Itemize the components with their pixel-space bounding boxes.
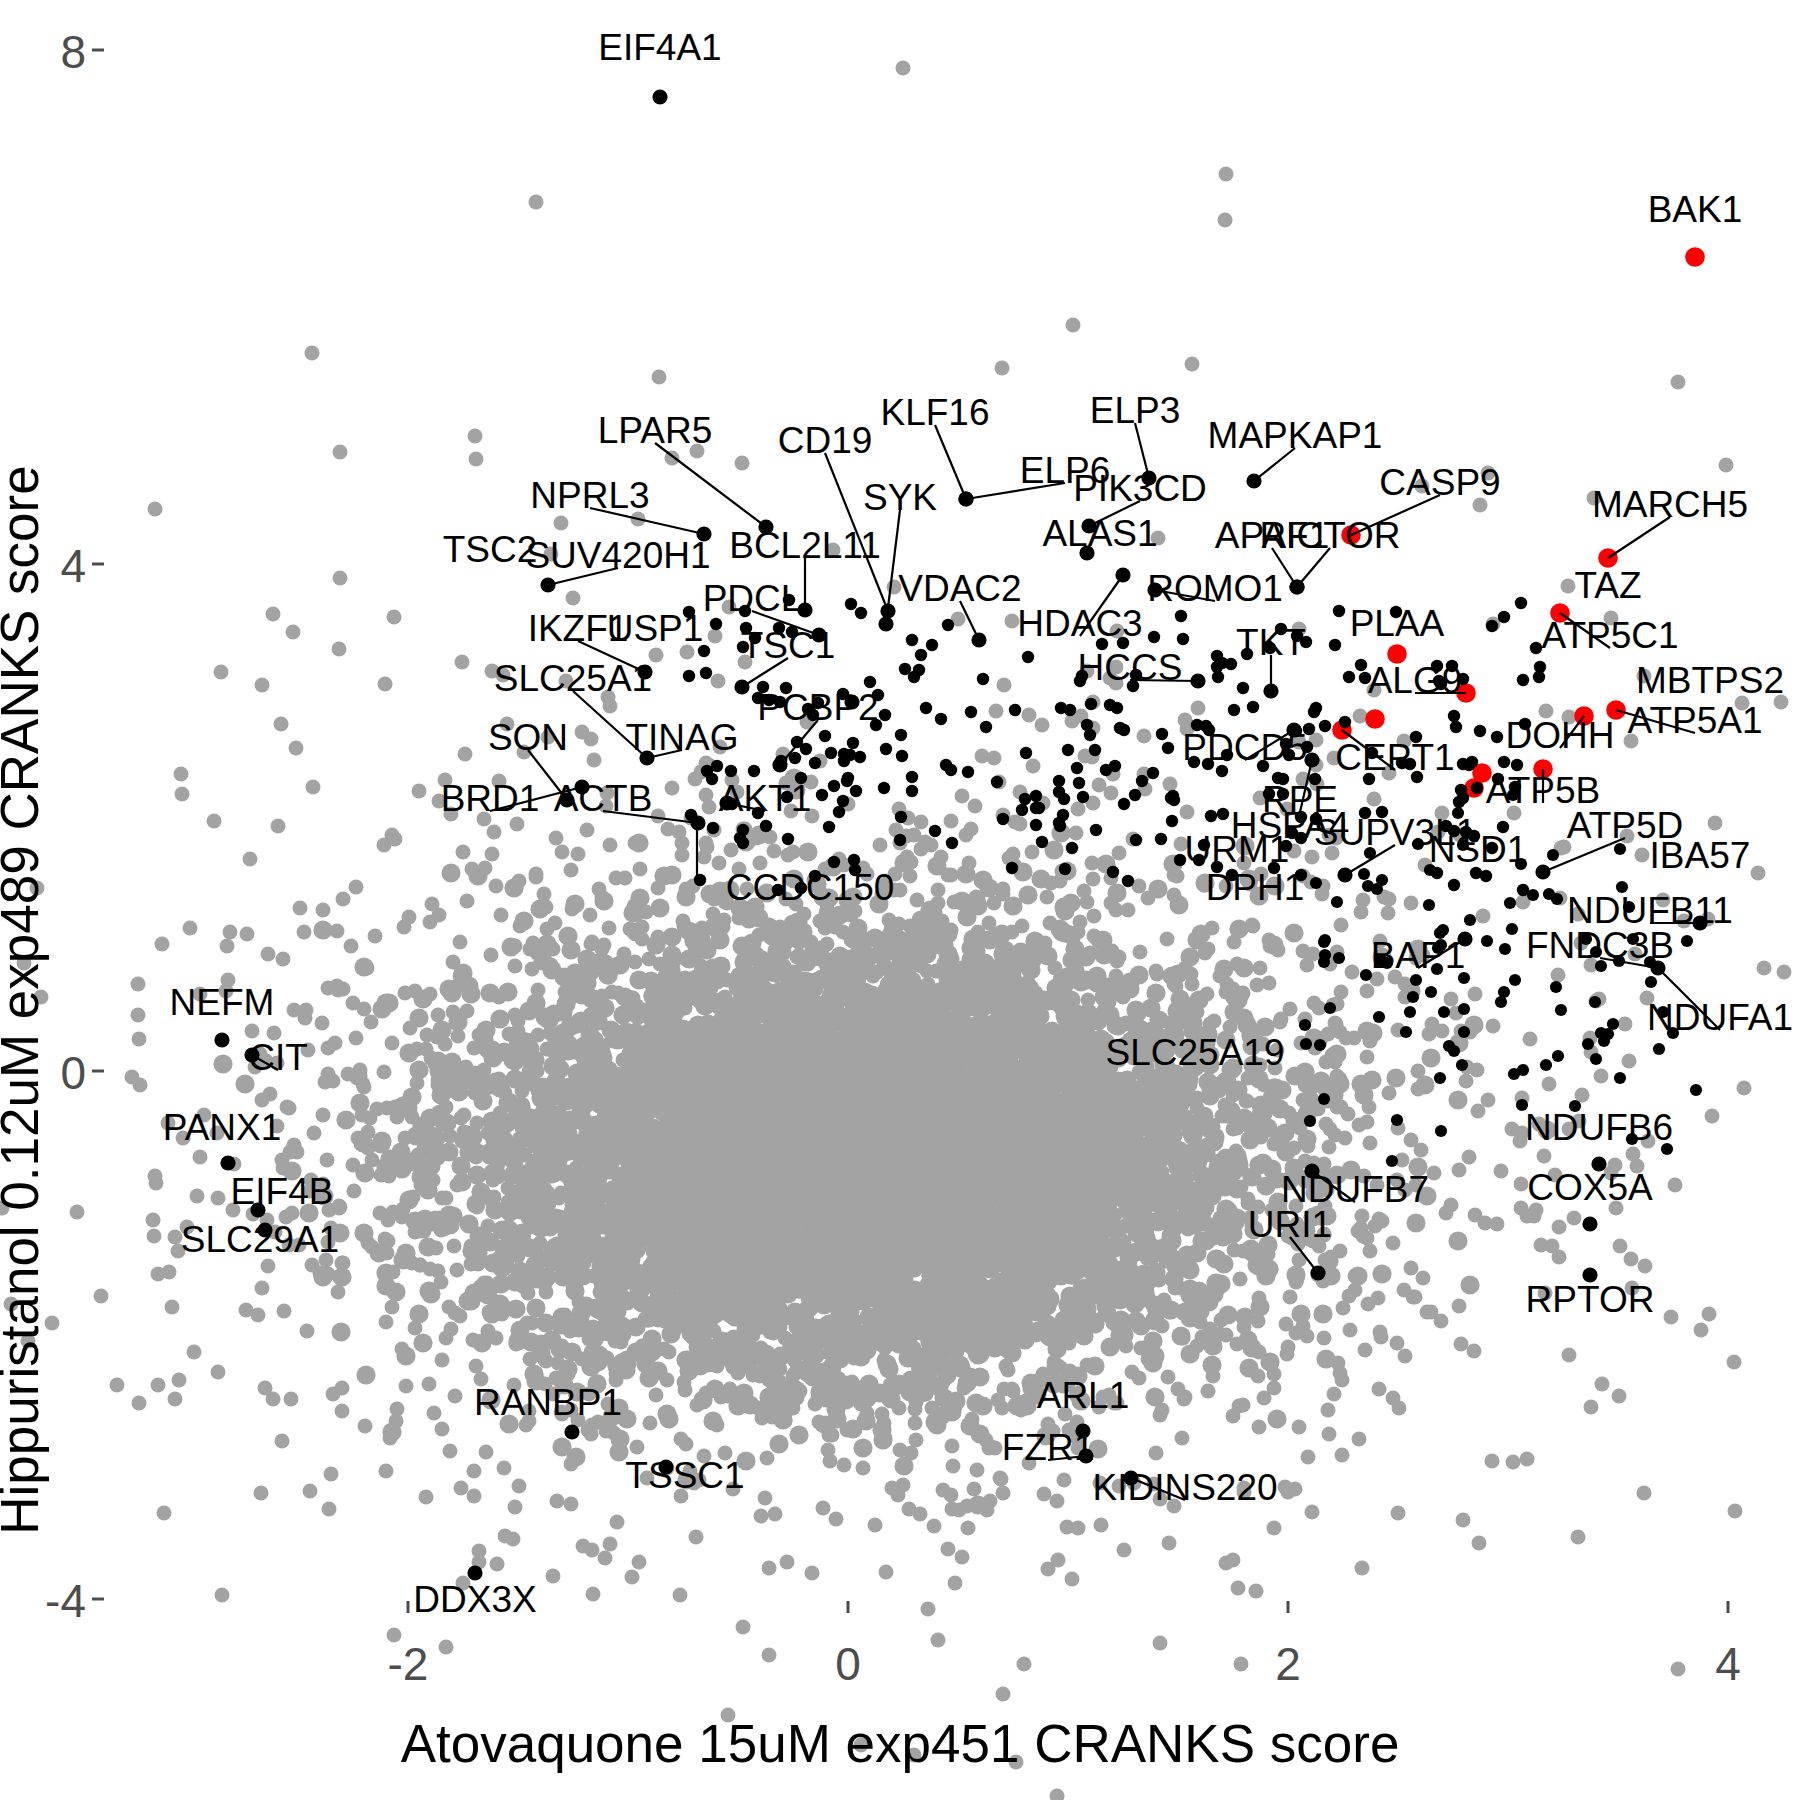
svg-text:MAPKAP1: MAPKAP1 <box>1208 415 1383 456</box>
svg-text:8: 8 <box>60 26 86 78</box>
svg-text:ALG9: ALG9 <box>1368 660 1463 701</box>
svg-text:SLC25A1: SLC25A1 <box>494 658 652 699</box>
svg-text:Hippuristanol 0.12uM exp489 CR: Hippuristanol 0.12uM exp489 CRANKS score <box>0 465 49 1534</box>
svg-text:4: 4 <box>60 540 86 592</box>
svg-text:DOHH: DOHH <box>1506 715 1615 756</box>
svg-text:NDUFB6: NDUFB6 <box>1525 1107 1673 1148</box>
svg-text:CD19: CD19 <box>778 420 873 461</box>
svg-text:MARCH5: MARCH5 <box>1592 484 1748 525</box>
svg-text:CCDC150: CCDC150 <box>726 867 895 908</box>
svg-text:4: 4 <box>1715 1638 1741 1690</box>
svg-text:LPAR5: LPAR5 <box>598 410 713 451</box>
svg-text:FZR1: FZR1 <box>1002 1427 1095 1468</box>
svg-text:ARL1: ARL1 <box>1037 1375 1130 1416</box>
svg-text:VDAC2: VDAC2 <box>898 568 1021 609</box>
svg-text:ELP3: ELP3 <box>1090 390 1181 431</box>
svg-text:KLF16: KLF16 <box>880 392 989 433</box>
svg-text:TSSC1: TSSC1 <box>625 1455 744 1496</box>
svg-text:TKT: TKT <box>1236 622 1306 663</box>
svg-text:BCL2L11: BCL2L11 <box>729 525 881 566</box>
svg-text:0: 0 <box>835 1638 861 1690</box>
svg-text:IBA57: IBA57 <box>1650 835 1751 876</box>
svg-text:ALAS1: ALAS1 <box>1042 513 1157 554</box>
svg-text:DPH1: DPH1 <box>1206 867 1305 908</box>
svg-text:KIDINS220: KIDINS220 <box>1092 1467 1277 1508</box>
svg-text:SLC29A1: SLC29A1 <box>181 1219 339 1260</box>
svg-text:MBTPS2: MBTPS2 <box>1636 660 1784 701</box>
svg-text:EIF4A1: EIF4A1 <box>598 27 721 68</box>
svg-text:SUV420H1: SUV420H1 <box>525 535 710 576</box>
svg-text:2: 2 <box>1275 1638 1301 1690</box>
svg-text:RANBP1: RANBP1 <box>474 1382 622 1423</box>
svg-text:RICTOR: RICTOR <box>1259 515 1400 556</box>
svg-text:TAZ: TAZ <box>1574 565 1641 606</box>
svg-text:CASP9: CASP9 <box>1379 462 1500 503</box>
svg-text:ATP5C1: ATP5C1 <box>1541 615 1678 656</box>
svg-text:HCCS: HCCS <box>1078 647 1183 688</box>
svg-text:-4: -4 <box>45 1575 86 1627</box>
svg-text:USP1: USP1 <box>607 608 704 649</box>
svg-text:PANX1: PANX1 <box>163 1107 282 1148</box>
svg-text:PDCD5: PDCD5 <box>1182 727 1307 768</box>
svg-text:CIT: CIT <box>248 1037 308 1078</box>
svg-text:NEFM: NEFM <box>170 982 275 1023</box>
svg-text:FNDC3B: FNDC3B <box>1526 925 1674 966</box>
svg-text:NSD1: NSD1 <box>1429 829 1528 870</box>
svg-text:AKT1: AKT1 <box>719 778 812 819</box>
svg-text:BAP1: BAP1 <box>1371 935 1466 976</box>
svg-text:HDAC3: HDAC3 <box>1017 603 1142 644</box>
svg-text:BAK1: BAK1 <box>1648 189 1743 230</box>
svg-text:PDCL: PDCL <box>703 578 802 619</box>
svg-text:PCBP2: PCBP2 <box>757 687 878 728</box>
svg-text:COX5A: COX5A <box>1527 1167 1653 1208</box>
svg-text:-2: -2 <box>388 1638 429 1690</box>
svg-text:Atovaquone 15uM exp451 CRANKS: Atovaquone 15uM exp451 CRANKS score <box>401 1714 1400 1773</box>
svg-text:0: 0 <box>60 1047 86 1099</box>
svg-text:CEPT1: CEPT1 <box>1335 737 1454 778</box>
svg-text:TINAG: TINAG <box>625 717 738 758</box>
svg-text:PLAA: PLAA <box>1350 603 1445 644</box>
svg-text:ATP5A1: ATP5A1 <box>1627 700 1762 741</box>
svg-text:PIK3CD: PIK3CD <box>1073 468 1207 509</box>
svg-text:DDX3X: DDX3X <box>413 1579 536 1620</box>
svg-text:TSC1: TSC1 <box>741 625 836 666</box>
svg-text:SON: SON <box>488 717 568 758</box>
svg-text:RPTOR: RPTOR <box>1526 1279 1655 1320</box>
svg-text:BRD1: BRD1 <box>441 778 540 819</box>
svg-text:ACTB: ACTB <box>554 778 653 819</box>
svg-text:URI1: URI1 <box>1248 1204 1332 1245</box>
svg-text:NDUFA1: NDUFA1 <box>1647 997 1793 1038</box>
svg-text:SYK: SYK <box>863 477 937 518</box>
svg-text:EIF4B: EIF4B <box>231 1171 334 1212</box>
svg-text:SLC25A19: SLC25A19 <box>1106 1032 1285 1073</box>
svg-text:ROMO1: ROMO1 <box>1147 568 1283 609</box>
svg-text:NPRL3: NPRL3 <box>530 475 649 516</box>
svg-text:TSC2: TSC2 <box>443 529 538 570</box>
